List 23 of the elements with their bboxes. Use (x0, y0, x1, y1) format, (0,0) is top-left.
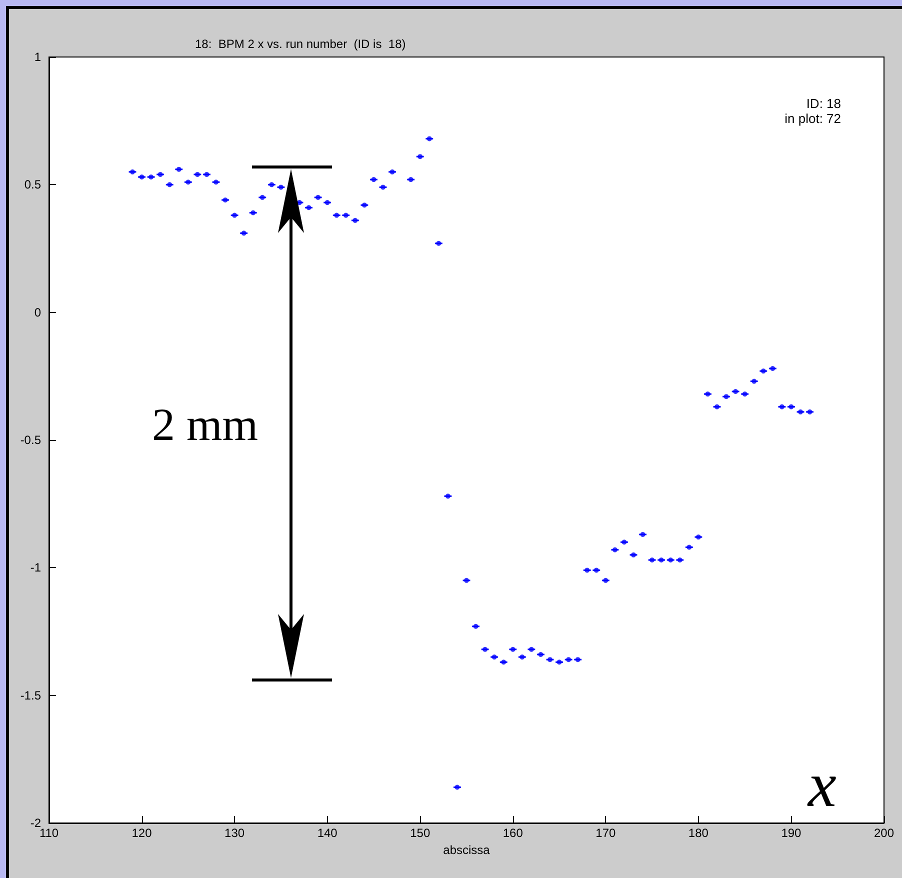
x-tick-label: 160 (502, 826, 524, 840)
x-tick-label: 110 (39, 826, 59, 840)
annotation: in plot: 72 (784, 111, 841, 126)
y-tick-label: -2 (30, 816, 42, 830)
x-tick-label: 190 (781, 826, 802, 840)
y-tick-label: 1 (34, 50, 42, 64)
x-tick-label: 170 (596, 826, 616, 840)
x-tick-label: 140 (317, 826, 338, 840)
x-tick-label: 150 (410, 826, 430, 840)
x-tick-label: 200 (874, 826, 894, 840)
x-tick-label: 180 (688, 826, 709, 840)
annotation: ID: 18 (805, 96, 841, 111)
y-tick-label: -1.5 (20, 688, 42, 702)
y-tick-label: 0.5 (24, 178, 42, 192)
chart-title: 18: BPM 2 x vs. run number (ID is 18) (195, 37, 406, 51)
annotation: x (808, 748, 836, 822)
y-tick-label: 0 (34, 305, 42, 320)
x-axis-title: abscissa (443, 842, 490, 857)
x-tick-label: 120 (132, 826, 152, 840)
y-tick-label: -1 (30, 560, 42, 575)
y-tick-label: -0.5 (20, 433, 42, 447)
x-tick-label: 130 (224, 826, 245, 840)
annotation: 2 mm (152, 398, 258, 451)
